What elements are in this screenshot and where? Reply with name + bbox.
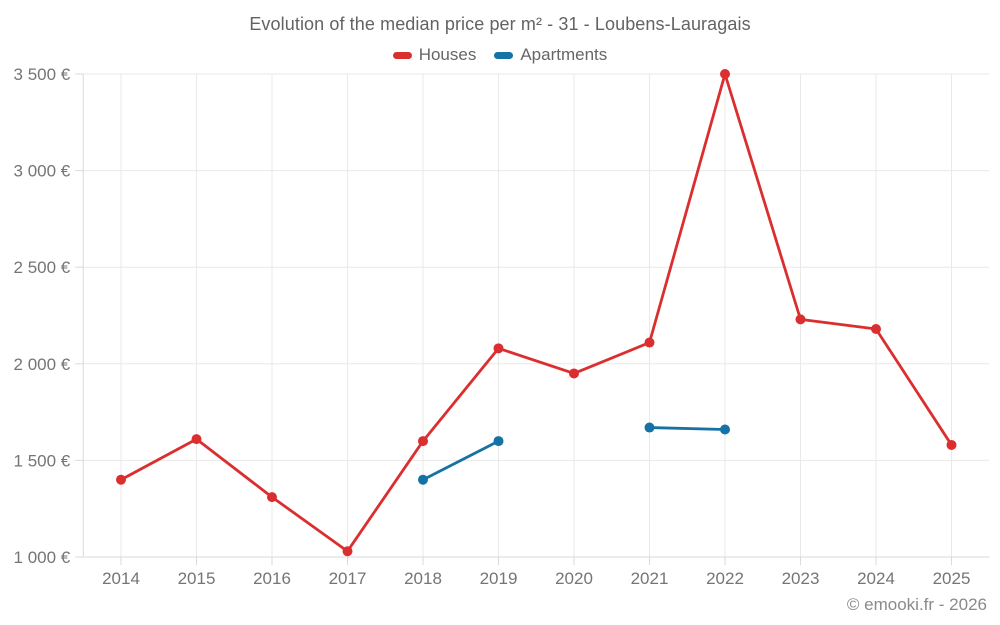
x-tick-label: 2018	[404, 569, 442, 588]
series-line-apartments	[648, 426, 727, 431]
chart-title: Evolution of the median price per m² - 3…	[249, 14, 751, 34]
x-tick-label: 2015	[178, 569, 216, 588]
y-tick-label: 1 500 €	[14, 451, 71, 470]
legend: Houses Apartments	[0, 45, 1000, 65]
y-tick-label: 3 500 €	[14, 65, 71, 84]
data-point-houses-2018[interactable]	[418, 436, 428, 447]
data-point-houses-2015[interactable]	[191, 434, 202, 445]
data-point-houses-2014[interactable]	[116, 474, 126, 485]
data-point-houses-2019[interactable]	[493, 343, 504, 354]
data-point-apartments-2018[interactable]	[418, 474, 428, 485]
x-tick-label: 2022	[706, 569, 744, 588]
x-tick-label: 2024	[857, 569, 895, 588]
y-tick-label: 1 000 €	[14, 548, 71, 567]
x-tick-label: 2019	[480, 569, 518, 588]
data-point-houses-2024[interactable]	[871, 324, 881, 335]
data-point-houses-2017[interactable]	[342, 546, 353, 557]
series-line-houses	[119, 72, 953, 553]
data-point-apartments-2021[interactable]	[644, 422, 655, 433]
data-point-apartments-2019[interactable]	[493, 436, 504, 447]
x-tick-label: 2020	[555, 569, 593, 588]
data-point-houses-2025[interactable]	[946, 439, 957, 450]
data-point-houses-2021[interactable]	[644, 337, 655, 348]
data-point-apartments-2022[interactable]	[720, 424, 730, 435]
legend-label-apartments: Apartments	[520, 45, 608, 64]
x-tick-label: 2014	[102, 569, 140, 588]
legend-item-apartments[interactable]: Apartments	[494, 45, 607, 65]
x-tick-label: 2021	[631, 569, 669, 588]
data-point-houses-2016[interactable]	[267, 492, 277, 503]
x-tick-label: 2023	[782, 569, 820, 588]
copyright: © emooki.fr - 2026	[846, 595, 987, 614]
legend-swatch-houses-icon	[392, 51, 412, 59]
x-tick-label: 2016	[253, 569, 291, 588]
x-tick-label: 2017	[329, 569, 367, 588]
x-tick-label: 2025	[933, 569, 971, 588]
legend-label-houses: Houses	[418, 45, 477, 64]
data-point-houses-2022[interactable]	[720, 69, 730, 79]
series-line-apartments	[421, 439, 500, 482]
y-tick-label: 2 000 €	[14, 355, 71, 374]
data-point-houses-2023[interactable]	[795, 314, 806, 325]
legend-swatch-apartments-icon	[494, 51, 514, 59]
y-tick-label: 3 000 €	[14, 162, 71, 181]
data-point-houses-2020[interactable]	[569, 368, 579, 379]
legend-item-houses[interactable]: Houses	[392, 45, 477, 65]
y-tick-label: 2 500 €	[14, 258, 71, 277]
